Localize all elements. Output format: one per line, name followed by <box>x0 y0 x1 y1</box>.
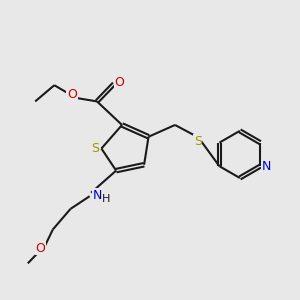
Text: S: S <box>91 142 99 155</box>
Text: S: S <box>194 135 202 148</box>
Text: N: N <box>93 188 102 202</box>
Text: O: O <box>35 242 45 254</box>
Text: O: O <box>114 76 124 89</box>
Text: N: N <box>261 160 271 173</box>
Text: H: H <box>102 194 111 204</box>
Text: O: O <box>67 88 77 100</box>
